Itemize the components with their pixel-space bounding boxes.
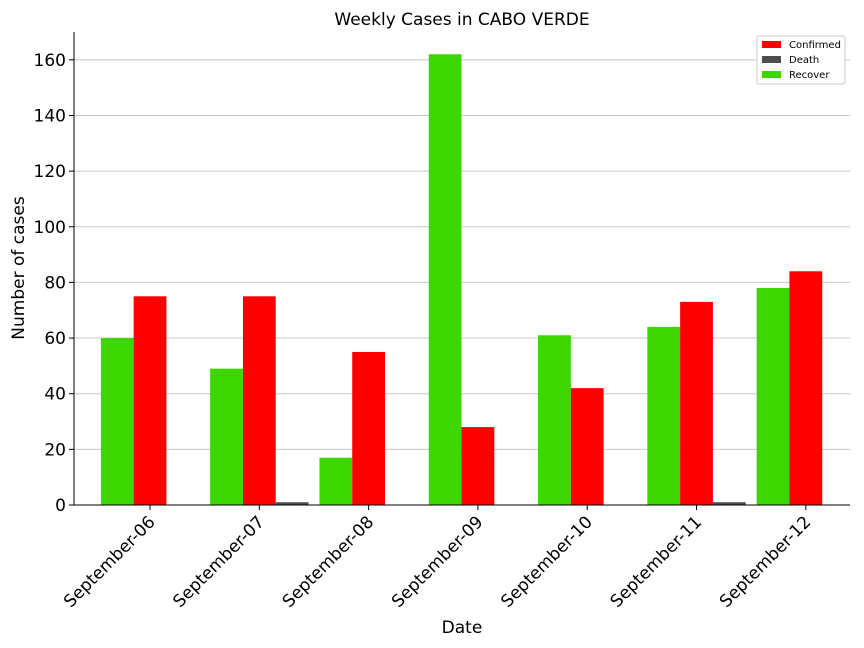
- bars-group: [100, 54, 823, 506]
- y-tick-label: 80: [44, 273, 66, 293]
- x-tick-label: September-09: [388, 512, 487, 611]
- y-tick-label: 140: [34, 106, 66, 126]
- y-tick-label: 100: [34, 218, 66, 238]
- bar-recover-september-09: [428, 54, 462, 506]
- x-tick-label: September-07: [169, 512, 268, 611]
- legend-swatch-recover: [762, 71, 781, 78]
- legend-swatch-death: [762, 56, 781, 63]
- x-tick-label: September-08: [279, 512, 378, 611]
- bar-recover-september-11: [647, 326, 681, 505]
- legend: Confirmed Death Recover: [756, 35, 846, 85]
- x-tick-label: September-06: [60, 512, 159, 611]
- y-tick-label: 120: [34, 162, 66, 182]
- legend-label-recover: Recover: [789, 70, 830, 81]
- bar-confirmed-september-06: [133, 296, 167, 505]
- x-axis-label: Date: [442, 618, 483, 638]
- y-tick-label: 20: [44, 440, 66, 460]
- bar-recover-september-12: [756, 287, 790, 505]
- bar-recover-september-07: [210, 368, 243, 505]
- bar-confirmed-september-12: [789, 271, 823, 505]
- x-ticks: September-06 September-07 September-08 Sept…: [60, 505, 815, 612]
- bar-recover-september-08: [319, 457, 353, 505]
- x-tick-label: September-12: [716, 512, 815, 611]
- bar-death-september-07: [275, 502, 309, 505]
- axes: [73, 32, 850, 506]
- y-axis-label: Number of cases: [9, 196, 29, 340]
- bar-recover-september-10: [538, 335, 571, 505]
- gridlines: [74, 59, 850, 506]
- chart-title: Weekly Cases in CABO VERDE: [334, 10, 589, 30]
- bar-recover-september-06: [100, 338, 134, 505]
- x-tick-label: September-11: [607, 512, 706, 611]
- y-ticks: 0 20 40 60 80 100 120 140 160: [34, 51, 74, 516]
- y-tick-label: 160: [34, 51, 66, 71]
- y-tick-label: 60: [44, 329, 66, 349]
- legend-swatch-confirmed: [762, 41, 781, 48]
- bar-confirmed-september-11: [680, 301, 713, 505]
- y-tick-label: 40: [44, 385, 66, 405]
- bar-confirmed-september-07: [242, 296, 276, 505]
- bar-death-september-11: [712, 502, 746, 505]
- legend-label-death: Death: [789, 55, 819, 66]
- y-tick-label: 0: [55, 496, 66, 516]
- x-tick-label: September-10: [497, 512, 596, 611]
- bar-confirmed-september-08: [352, 351, 386, 505]
- legend-label-confirmed: Confirmed: [789, 40, 841, 51]
- bar-confirmed-september-10: [570, 388, 604, 505]
- bar-confirmed-september-09: [461, 427, 495, 505]
